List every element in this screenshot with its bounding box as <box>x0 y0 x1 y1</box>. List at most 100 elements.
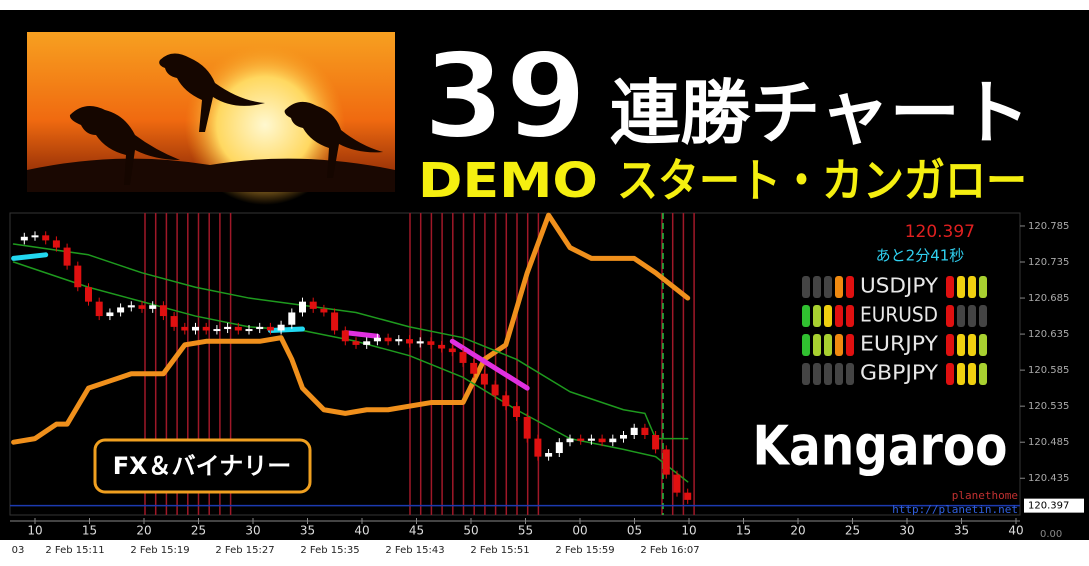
y-tick-label: 120.735 <box>1028 257 1069 268</box>
candle <box>106 312 114 317</box>
candle <box>641 427 649 435</box>
x-tick-label: 40 <box>354 524 369 538</box>
last-price-tag <box>1024 498 1084 513</box>
indicator-line <box>11 252 49 261</box>
time-label: 2 Feb 15:19 <box>130 545 189 556</box>
brand: Kangaroo <box>753 415 1008 478</box>
y-tick-label: 120.785 <box>1028 221 1069 232</box>
candle <box>491 384 499 396</box>
candle <box>673 474 681 493</box>
x-tick-label: 15 <box>82 524 97 538</box>
chart-frame <box>9 212 1021 516</box>
time-label: 2 Feb 15:11 <box>45 545 104 556</box>
signal-bar <box>813 305 821 327</box>
signal-bar <box>846 305 854 327</box>
candle <box>384 337 392 342</box>
candle <box>620 434 627 439</box>
subtitle: スタート・カンガロー <box>617 154 1027 208</box>
signal-bar <box>824 334 832 356</box>
candle <box>566 438 574 443</box>
signal-bar <box>957 363 965 385</box>
signal-bar <box>968 276 976 298</box>
signal-bar <box>824 363 832 385</box>
x-tick-label: 35 <box>954 524 969 538</box>
time-label: 2 Feb 15:35 <box>300 545 359 556</box>
candle <box>395 339 403 342</box>
x-tick-label: 10 <box>27 524 42 538</box>
last-price-tag-label: 120.397 <box>1028 501 1069 512</box>
time-label: 2 Feb 16:07 <box>640 545 699 556</box>
pair-label: EURJPY <box>860 332 939 356</box>
y-tick-label: 120.535 <box>1028 401 1069 412</box>
candle <box>587 438 595 441</box>
signal-bar <box>957 276 965 298</box>
signal-bar <box>846 363 854 385</box>
candle <box>299 301 306 313</box>
photo <box>27 32 395 205</box>
candle <box>448 348 456 353</box>
badge-text: FX＆バイナリー <box>113 452 291 480</box>
signal-bar <box>846 276 854 298</box>
signal-bar <box>946 334 954 356</box>
signal-bar <box>846 334 854 356</box>
x-tick-label: 20 <box>790 524 805 538</box>
signal-bar <box>802 363 810 385</box>
signal-bar <box>835 334 843 356</box>
candle <box>320 308 328 313</box>
indicator-line <box>267 326 305 333</box>
signal-bar <box>946 276 954 298</box>
candle <box>438 344 446 349</box>
y-tick-label: 120.585 <box>1028 365 1069 376</box>
signal-bar <box>813 363 821 385</box>
candle <box>331 312 339 331</box>
indicator-line <box>342 330 380 339</box>
x-tick-label: 35 <box>300 524 315 538</box>
x-tick-label: 25 <box>191 524 206 538</box>
candle <box>277 324 285 331</box>
y-tick-label: 120.435 <box>1028 473 1069 484</box>
candle <box>213 329 221 332</box>
y-tick-label: 120.685 <box>1028 293 1069 304</box>
x-tick-label: 15 <box>736 524 751 538</box>
signal-bar <box>824 305 832 327</box>
signal-bar <box>957 334 965 356</box>
candle <box>288 312 296 325</box>
x-tick-label: 05 <box>627 524 642 538</box>
indicator-line <box>11 212 691 445</box>
candle <box>95 301 103 317</box>
badge-box <box>93 438 312 494</box>
candle <box>309 301 317 309</box>
signal-bar <box>968 334 976 356</box>
signal-bar <box>979 334 987 356</box>
candle <box>630 427 638 435</box>
corner-label: 0.00 <box>1040 529 1062 540</box>
candle <box>459 352 467 363</box>
countdown: あと2分41秒 <box>876 247 965 265</box>
candle <box>363 341 371 345</box>
signal-bar <box>957 305 965 327</box>
headline: 連勝チャート <box>610 72 1030 154</box>
x-tick-label: 10 <box>681 524 696 538</box>
signal-bar <box>946 363 954 385</box>
candle <box>42 235 50 241</box>
x-tick-label: 30 <box>245 524 260 538</box>
candle <box>74 265 82 288</box>
candle <box>117 307 125 313</box>
candle <box>662 449 670 475</box>
x-tick-label: 30 <box>899 524 914 538</box>
candle <box>224 326 232 330</box>
x-tick-label: 55 <box>518 524 533 538</box>
candle <box>20 236 28 241</box>
candle <box>480 373 488 385</box>
indicator-line <box>12 243 689 440</box>
time-label: 2 Feb 15:27 <box>215 545 274 556</box>
candle <box>245 329 253 332</box>
signal-bar <box>835 305 843 327</box>
candle <box>85 287 92 302</box>
candle <box>352 341 360 345</box>
candle <box>684 492 692 500</box>
signal-bar <box>835 363 843 385</box>
site-url: http://planetin.net <box>892 503 1018 516</box>
